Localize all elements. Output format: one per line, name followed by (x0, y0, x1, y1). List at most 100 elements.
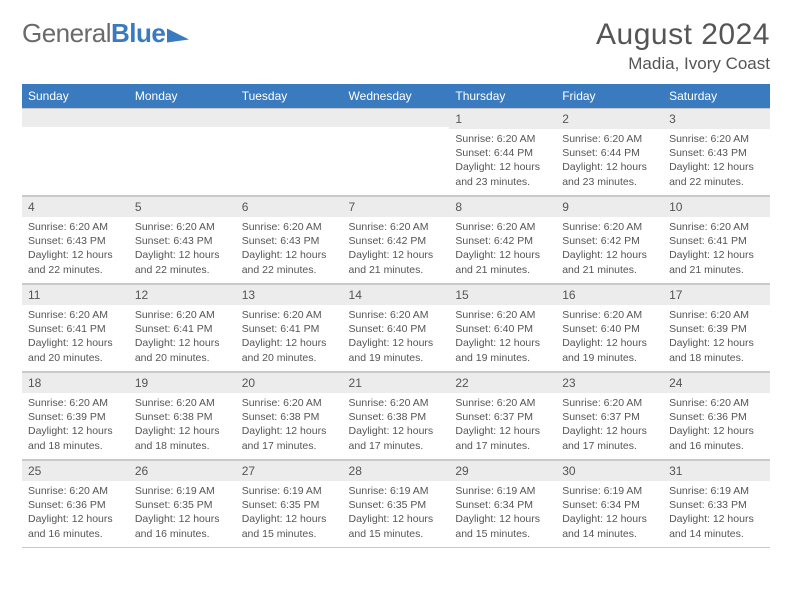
day-details: Sunrise: 6:19 AMSunset: 6:35 PMDaylight:… (343, 481, 450, 547)
calendar-row: 11Sunrise: 6:20 AMSunset: 6:41 PMDayligh… (22, 284, 770, 372)
day-number: 21 (343, 372, 450, 393)
calendar-cell: 13Sunrise: 6:20 AMSunset: 6:41 PMDayligh… (236, 284, 343, 372)
day-details: Sunrise: 6:20 AMSunset: 6:41 PMDaylight:… (129, 305, 236, 371)
day-details: Sunrise: 6:19 AMSunset: 6:33 PMDaylight:… (663, 481, 770, 547)
day-number: 8 (449, 196, 556, 217)
day-number: 23 (556, 372, 663, 393)
calendar-cell: 25Sunrise: 6:20 AMSunset: 6:36 PMDayligh… (22, 460, 129, 548)
calendar-cell: 18Sunrise: 6:20 AMSunset: 6:39 PMDayligh… (22, 372, 129, 460)
day-details: Sunrise: 6:20 AMSunset: 6:43 PMDaylight:… (22, 217, 129, 283)
calendar-row: 25Sunrise: 6:20 AMSunset: 6:36 PMDayligh… (22, 460, 770, 548)
day-details: Sunrise: 6:20 AMSunset: 6:41 PMDaylight:… (22, 305, 129, 371)
day-number: 16 (556, 284, 663, 305)
day-details: Sunrise: 6:20 AMSunset: 6:43 PMDaylight:… (236, 217, 343, 283)
day-number: 17 (663, 284, 770, 305)
calendar-cell: 19Sunrise: 6:20 AMSunset: 6:38 PMDayligh… (129, 372, 236, 460)
day-number: 30 (556, 460, 663, 481)
day-number: 28 (343, 460, 450, 481)
header-row: SundayMondayTuesdayWednesdayThursdayFrid… (22, 84, 770, 108)
day-details: Sunrise: 6:19 AMSunset: 6:34 PMDaylight:… (449, 481, 556, 547)
day-number: 4 (22, 196, 129, 217)
calendar-table: SundayMondayTuesdayWednesdayThursdayFrid… (22, 84, 770, 548)
day-details: Sunrise: 6:20 AMSunset: 6:40 PMDaylight:… (556, 305, 663, 371)
day-details (343, 127, 450, 193)
calendar-cell: 8Sunrise: 6:20 AMSunset: 6:42 PMDaylight… (449, 196, 556, 284)
day-details: Sunrise: 6:20 AMSunset: 6:42 PMDaylight:… (449, 217, 556, 283)
day-details: Sunrise: 6:20 AMSunset: 6:40 PMDaylight:… (449, 305, 556, 371)
day-details: Sunrise: 6:20 AMSunset: 6:44 PMDaylight:… (556, 129, 663, 195)
calendar-cell: 26Sunrise: 6:19 AMSunset: 6:35 PMDayligh… (129, 460, 236, 548)
day-details: Sunrise: 6:20 AMSunset: 6:38 PMDaylight:… (343, 393, 450, 459)
day-details: Sunrise: 6:20 AMSunset: 6:37 PMDaylight:… (449, 393, 556, 459)
day-details (129, 127, 236, 193)
day-details: Sunrise: 6:20 AMSunset: 6:36 PMDaylight:… (22, 481, 129, 547)
calendar-cell: 11Sunrise: 6:20 AMSunset: 6:41 PMDayligh… (22, 284, 129, 372)
day-details: Sunrise: 6:19 AMSunset: 6:34 PMDaylight:… (556, 481, 663, 547)
day-number: 26 (129, 460, 236, 481)
col-header: Friday (556, 84, 663, 108)
day-details: Sunrise: 6:19 AMSunset: 6:35 PMDaylight:… (129, 481, 236, 547)
day-details: Sunrise: 6:20 AMSunset: 6:40 PMDaylight:… (343, 305, 450, 371)
day-number: 14 (343, 284, 450, 305)
day-details: Sunrise: 6:20 AMSunset: 6:42 PMDaylight:… (343, 217, 450, 283)
day-number: 25 (22, 460, 129, 481)
calendar-row: 4Sunrise: 6:20 AMSunset: 6:43 PMDaylight… (22, 196, 770, 284)
day-details (22, 127, 129, 193)
calendar-row: 18Sunrise: 6:20 AMSunset: 6:39 PMDayligh… (22, 372, 770, 460)
calendar-cell (22, 108, 129, 196)
calendar-cell: 3Sunrise: 6:20 AMSunset: 6:43 PMDaylight… (663, 108, 770, 196)
day-number (129, 108, 236, 127)
logo-triangle-icon (167, 25, 189, 42)
calendar-body: 1Sunrise: 6:20 AMSunset: 6:44 PMDaylight… (22, 108, 770, 548)
day-details: Sunrise: 6:20 AMSunset: 6:43 PMDaylight:… (129, 217, 236, 283)
calendar-cell (236, 108, 343, 196)
day-number: 13 (236, 284, 343, 305)
day-details: Sunrise: 6:20 AMSunset: 6:36 PMDaylight:… (663, 393, 770, 459)
day-details: Sunrise: 6:20 AMSunset: 6:42 PMDaylight:… (556, 217, 663, 283)
calendar-row: 1Sunrise: 6:20 AMSunset: 6:44 PMDaylight… (22, 108, 770, 196)
day-details (236, 127, 343, 193)
col-header: Thursday (449, 84, 556, 108)
calendar-cell: 21Sunrise: 6:20 AMSunset: 6:38 PMDayligh… (343, 372, 450, 460)
calendar-cell: 12Sunrise: 6:20 AMSunset: 6:41 PMDayligh… (129, 284, 236, 372)
day-number: 6 (236, 196, 343, 217)
day-number: 27 (236, 460, 343, 481)
calendar-cell (129, 108, 236, 196)
day-details: Sunrise: 6:20 AMSunset: 6:41 PMDaylight:… (236, 305, 343, 371)
calendar-cell: 2Sunrise: 6:20 AMSunset: 6:44 PMDaylight… (556, 108, 663, 196)
day-number: 2 (556, 108, 663, 129)
day-number (22, 108, 129, 127)
day-number: 15 (449, 284, 556, 305)
day-details: Sunrise: 6:19 AMSunset: 6:35 PMDaylight:… (236, 481, 343, 547)
col-header: Monday (129, 84, 236, 108)
calendar-cell: 23Sunrise: 6:20 AMSunset: 6:37 PMDayligh… (556, 372, 663, 460)
day-details: Sunrise: 6:20 AMSunset: 6:44 PMDaylight:… (449, 129, 556, 195)
calendar-cell: 1Sunrise: 6:20 AMSunset: 6:44 PMDaylight… (449, 108, 556, 196)
calendar-cell: 15Sunrise: 6:20 AMSunset: 6:40 PMDayligh… (449, 284, 556, 372)
calendar-cell: 10Sunrise: 6:20 AMSunset: 6:41 PMDayligh… (663, 196, 770, 284)
day-details: Sunrise: 6:20 AMSunset: 6:39 PMDaylight:… (663, 305, 770, 371)
calendar-cell: 30Sunrise: 6:19 AMSunset: 6:34 PMDayligh… (556, 460, 663, 548)
col-header: Sunday (22, 84, 129, 108)
day-details: Sunrise: 6:20 AMSunset: 6:38 PMDaylight:… (129, 393, 236, 459)
day-number: 11 (22, 284, 129, 305)
day-number: 12 (129, 284, 236, 305)
day-number: 29 (449, 460, 556, 481)
day-number: 3 (663, 108, 770, 129)
header: GeneralBlue August 2024 Madia, Ivory Coa… (22, 18, 770, 74)
calendar-cell: 17Sunrise: 6:20 AMSunset: 6:39 PMDayligh… (663, 284, 770, 372)
day-number: 20 (236, 372, 343, 393)
page-title: August 2024 (596, 18, 770, 52)
calendar-cell: 14Sunrise: 6:20 AMSunset: 6:40 PMDayligh… (343, 284, 450, 372)
day-number: 1 (449, 108, 556, 129)
day-number: 22 (449, 372, 556, 393)
calendar-cell: 5Sunrise: 6:20 AMSunset: 6:43 PMDaylight… (129, 196, 236, 284)
day-details: Sunrise: 6:20 AMSunset: 6:37 PMDaylight:… (556, 393, 663, 459)
day-number: 9 (556, 196, 663, 217)
calendar-cell: 22Sunrise: 6:20 AMSunset: 6:37 PMDayligh… (449, 372, 556, 460)
calendar-cell: 6Sunrise: 6:20 AMSunset: 6:43 PMDaylight… (236, 196, 343, 284)
calendar-cell: 28Sunrise: 6:19 AMSunset: 6:35 PMDayligh… (343, 460, 450, 548)
day-number: 7 (343, 196, 450, 217)
logo-text-1: General (22, 18, 111, 49)
calendar-cell: 4Sunrise: 6:20 AMSunset: 6:43 PMDaylight… (22, 196, 129, 284)
